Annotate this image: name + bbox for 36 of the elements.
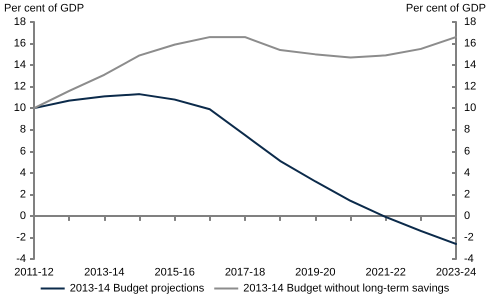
x-tick-label: 2015-16: [154, 266, 195, 278]
x-tick-label: 2019-20: [295, 266, 336, 278]
x-tick-label: 2013-14: [84, 266, 125, 278]
y2-tick-label: -4: [464, 253, 474, 265]
y2-tick-label: 6: [464, 145, 470, 158]
x-tick-label: 2011-12: [14, 266, 54, 278]
y-tick-label: 12: [14, 80, 26, 93]
x-tick-label: 2017-18: [224, 266, 266, 278]
y-tick-label: 14: [14, 59, 26, 72]
legend-label: 2013-14 Budget without long-term savings: [243, 282, 450, 294]
y-tick-label: 0: [20, 210, 26, 222]
legend-label: 2013-14 Budget projections: [70, 282, 205, 294]
line-series: [33, 93, 457, 245]
y-tick-label: 10: [14, 102, 26, 114]
y2-tick-label: 8: [464, 124, 470, 136]
y-tick-label: 16: [14, 38, 26, 50]
y-axis-title: Per cent of GDP: [4, 2, 84, 14]
y2-tick-label: -2: [464, 231, 474, 244]
y-tick-label: 2: [20, 188, 26, 200]
y-tick-label: -4: [16, 253, 26, 265]
y2-tick-label: 14: [464, 59, 476, 72]
y2-tick-label: 4: [464, 166, 470, 179]
y-tick-label: 4: [20, 166, 26, 179]
y-tick-label: 18: [14, 16, 26, 28]
y2-tick-label: 12: [464, 80, 476, 93]
y-tick-label: 8: [20, 124, 26, 136]
y-tick-label: 6: [20, 145, 26, 158]
x-tick-label: 2023-24: [436, 266, 476, 278]
y2-axis-title: Per cent of GDP: [406, 2, 486, 14]
y2-tick-label: 0: [464, 210, 470, 222]
y2-tick-label: 18: [464, 16, 476, 28]
y2-tick-label: 2: [464, 188, 470, 200]
y-tick-label: -2: [16, 231, 26, 244]
y2-tick-label: 10: [464, 102, 476, 114]
y2-tick-label: 16: [464, 38, 476, 50]
x-tick-label: 2021-22: [365, 266, 406, 278]
